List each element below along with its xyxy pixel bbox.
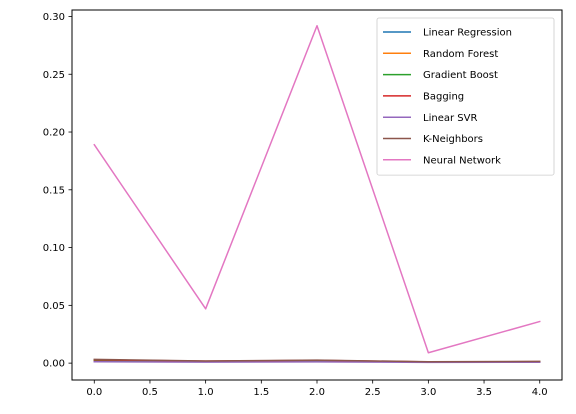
- legend-label-2: Gradient Boost: [423, 70, 498, 81]
- series-line-6: [93, 24, 541, 354]
- x-tick-label: 3.5: [476, 387, 492, 398]
- x-tick-label: 2.5: [365, 387, 381, 398]
- y-tick-label: 0.25: [43, 70, 65, 81]
- y-tick-label: 0.05: [43, 301, 65, 312]
- y-tick-label: 0.15: [43, 185, 65, 196]
- legend-label-3: Bagging: [423, 92, 464, 103]
- legend-label-4: Linear SVR: [423, 113, 477, 124]
- legend-label-1: Random Forest: [423, 49, 498, 60]
- x-tick-label: 0.5: [142, 387, 158, 398]
- legend: Linear Regression Random Forest Gradient B…: [376, 17, 555, 176]
- plot-frame: [71, 9, 563, 381]
- x-tick-label: 1.0: [198, 387, 214, 398]
- y-axis: 0.00 0.05 0.10 0.15 0.20 0.25 0.30: [43, 12, 72, 370]
- y-tick-label: 0.10: [43, 243, 65, 254]
- legend-box: [376, 17, 555, 176]
- series-line-5: [93, 358, 541, 363]
- x-tick-label: 2.0: [309, 387, 325, 398]
- x-tick-label: 0.0: [86, 387, 102, 398]
- y-tick-label: 0.30: [43, 12, 65, 23]
- legend-label-0: Linear Regression: [423, 28, 512, 39]
- legend-label-6: Neural Network: [423, 155, 501, 166]
- x-axis: 0.0 0.5 1.0 1.5 2.0 2.5 3.0 3.5 4.0: [86, 380, 548, 398]
- x-tick-label: 3.0: [420, 387, 436, 398]
- x-tick-label: 1.5: [253, 387, 269, 398]
- y-tick-label: 0.20: [43, 128, 65, 139]
- x-tick-label: 4.0: [532, 387, 548, 398]
- plot-lines: [93, 24, 541, 364]
- legend-label-5: K-Neighbors: [423, 134, 483, 145]
- y-tick-label: 0.00: [43, 359, 65, 370]
